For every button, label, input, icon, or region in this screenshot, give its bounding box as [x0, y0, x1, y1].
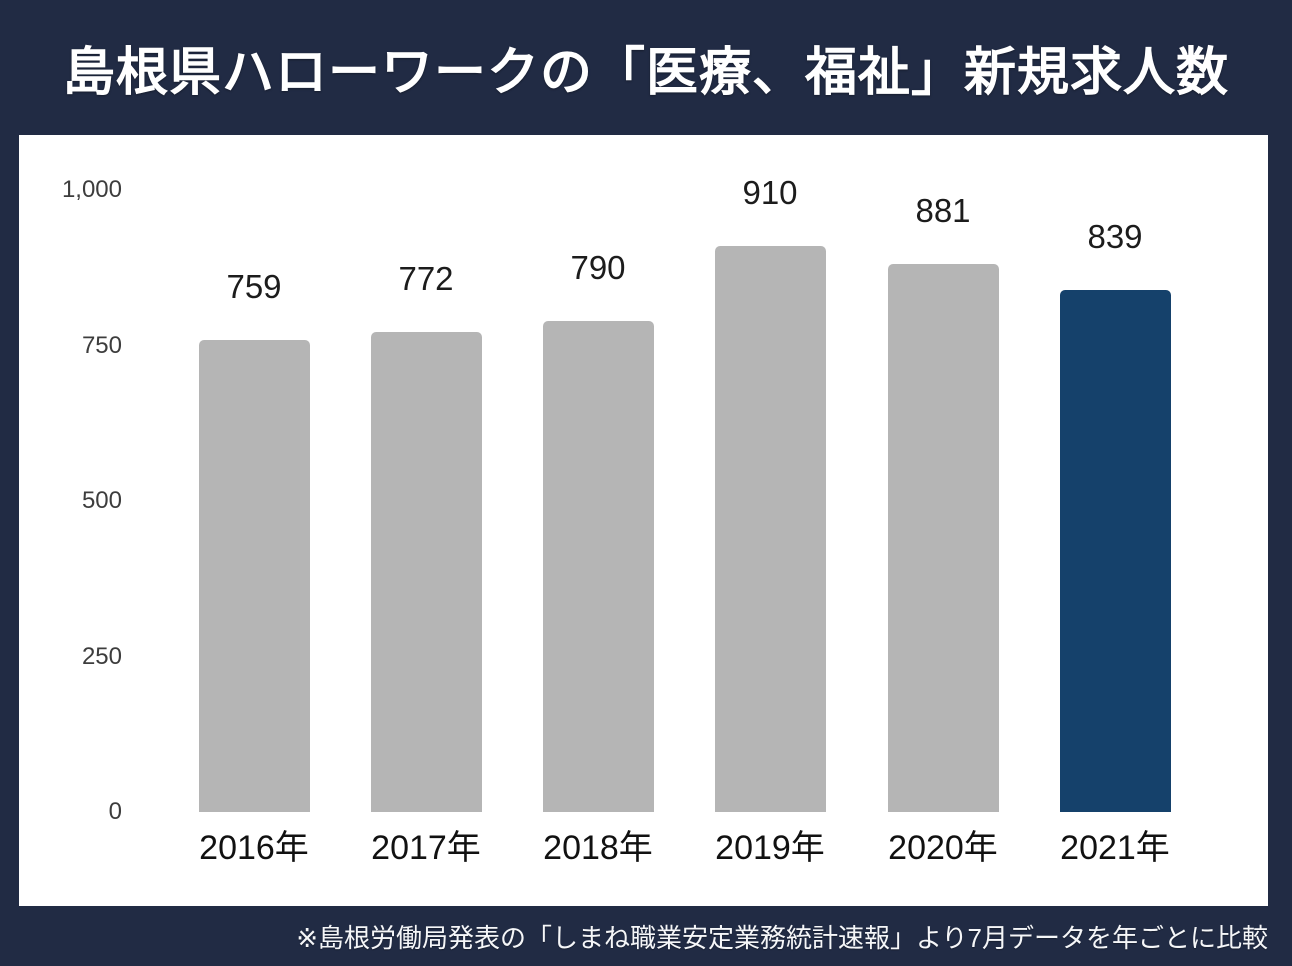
x-axis-label: 2016年: [199, 829, 309, 867]
x-axis-label: 2018年: [543, 829, 653, 867]
footer-bar: ※島根労働局発表の「しまね職業安定業務統計速報」より7月データを年ごとに比較: [0, 906, 1292, 966]
y-axis-label: 500: [81, 487, 122, 514]
y-axis-label: 0: [108, 798, 122, 825]
y-axis-label: 250: [81, 642, 122, 670]
bar-value-label: 839: [1087, 218, 1143, 255]
bar: [887, 264, 999, 812]
bar: [542, 321, 654, 812]
x-axis-label: 2017年: [371, 829, 481, 867]
y-axis-label: 1,000: [61, 176, 122, 203]
chart-card: 0 250 500 750 1,000 759 2016年 772 2017年 790 2018年 9…: [19, 135, 1268, 906]
x-axis-label: 2021年: [1060, 829, 1170, 867]
bar-value-label: 881: [915, 192, 971, 229]
x-axis-label: 2019年: [715, 829, 825, 867]
bar-value-label: 772: [398, 260, 454, 297]
plot-area: 0 250 500 750 1,000 759 2016年 772 2017年 790 2018年 9…: [19, 135, 1268, 906]
bar-value-label: 910: [742, 174, 798, 211]
title-bar: 島根県ハローワークの「医療、福祉」新規求人数: [0, 0, 1292, 135]
bar: [198, 340, 310, 812]
x-axis-label: 2020年: [888, 829, 998, 867]
y-axis-label: 750: [81, 331, 122, 359]
bar-value-label: 790: [570, 249, 626, 286]
bar: [1059, 290, 1171, 812]
source-note: ※島根労働局発表の「しまね職業安定業務統計速報」より7月データを年ごとに比較: [296, 922, 1268, 953]
bar-value-label: 759: [226, 268, 282, 305]
bar: [370, 332, 482, 812]
chart-title: 島根県ハローワークの「医療、福祉」新規求人数: [62, 44, 1229, 102]
bar: [714, 246, 826, 812]
